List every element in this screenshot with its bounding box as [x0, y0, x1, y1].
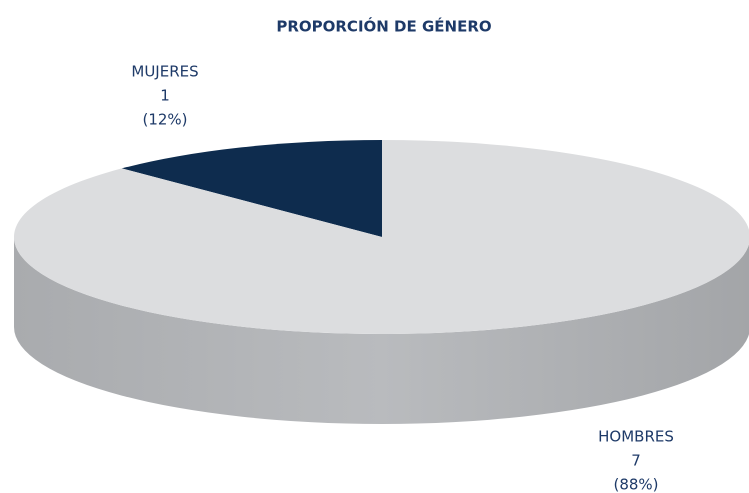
slice-value: 1	[160, 87, 170, 105]
slice-percent: (88%)	[613, 476, 658, 493]
slice-label: MUJERES	[131, 63, 198, 81]
slice-value: 7	[631, 452, 641, 470]
slice-label: HOMBRES	[598, 428, 674, 446]
slice	[121, 140, 383, 237]
chart-title: PROPORCIÓN DE GÉNERO	[276, 17, 491, 36]
slice-percent: (12%)	[142, 111, 187, 129]
slice	[14, 140, 749, 334]
pie	[14, 140, 749, 424]
slice-side	[14, 237, 749, 424]
